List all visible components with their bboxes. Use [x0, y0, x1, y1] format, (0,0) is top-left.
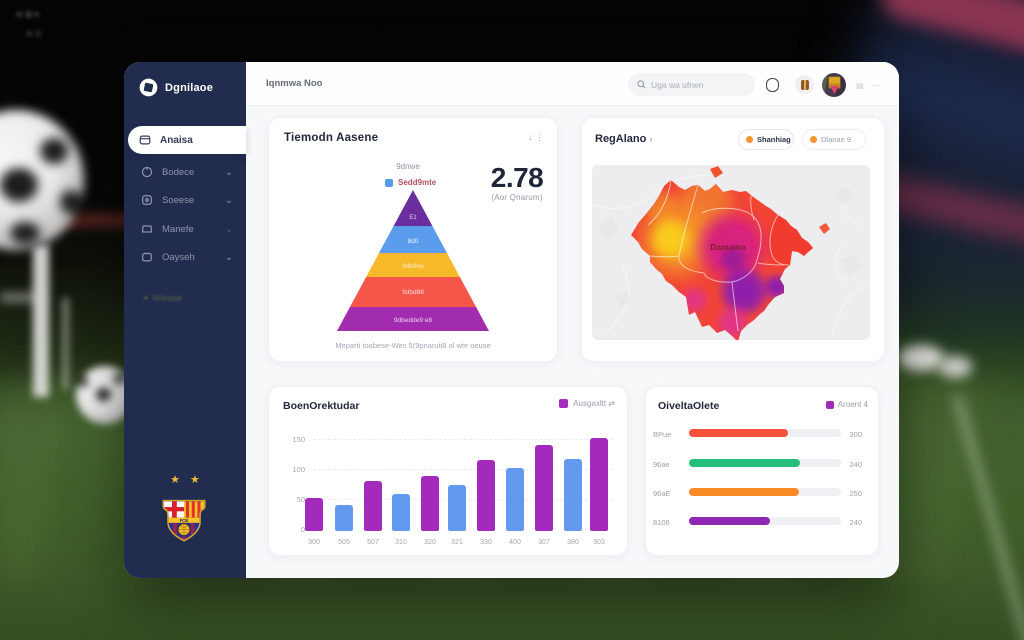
svg-text:9dbd88: 9dbd88 — [402, 289, 424, 296]
svg-text:Damama: Damama — [710, 242, 746, 252]
svg-text:∗ ⊙: ∗ ⊙ — [26, 29, 42, 38]
svg-text:8d0: 8d0 — [408, 238, 419, 245]
svg-text:9dbedde9 e8: 9dbedde9 e8 — [394, 317, 432, 324]
svg-text:× ¤ •: × ¤ • — [16, 9, 39, 21]
svg-text:9db9ne: 9db9ne — [402, 263, 424, 270]
svg-text:FCB: FCB — [180, 518, 188, 523]
svg-text:E1: E1 — [409, 215, 417, 221]
